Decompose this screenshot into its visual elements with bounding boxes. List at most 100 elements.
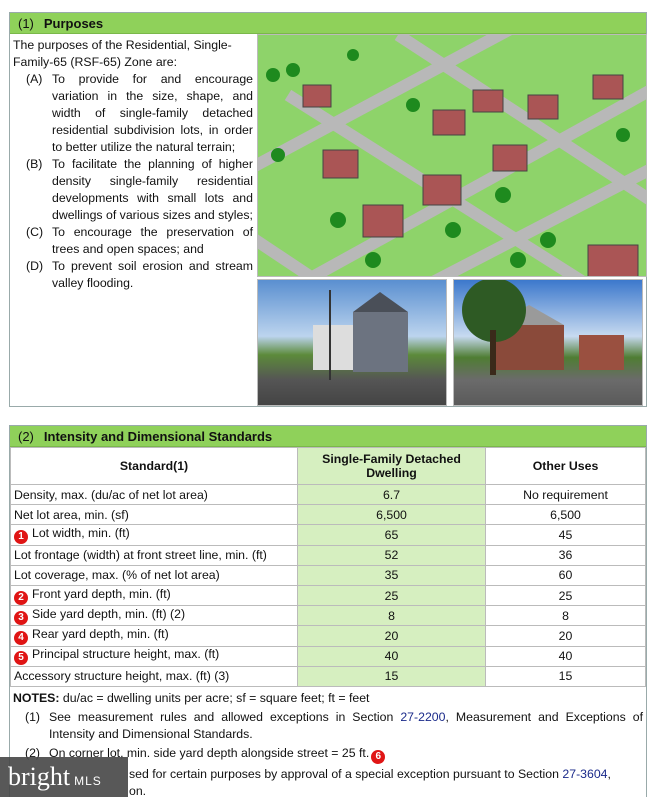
table-row: Net lot area, min. (sf) 6,500 6,500 bbox=[10, 504, 646, 526]
section-number: (1) bbox=[18, 16, 34, 31]
item-text: To prevent soil erosion and stream valle… bbox=[52, 259, 253, 290]
notes: NOTES: du/ac = dwelling units per acre; … bbox=[10, 687, 646, 803]
number-badge: 4 bbox=[14, 630, 28, 645]
table-row: Lot coverage, max. (% of net lot area) 35… bbox=[10, 564, 646, 586]
single-family-value: 6,500 bbox=[297, 504, 486, 526]
purposes-intro: The purposes of the Residential, Single-… bbox=[13, 38, 232, 69]
standard-label: Lot coverage, max. (% of net lot area) bbox=[14, 568, 220, 583]
number-badge: 2 bbox=[14, 590, 28, 605]
section-title: Intensity and Dimensional Standards bbox=[43, 429, 273, 444]
single-family-value: 35 bbox=[297, 564, 486, 586]
watermark-suffix: MLS bbox=[74, 774, 102, 788]
standard-label: Accessory structure height, max. (ft) (3… bbox=[14, 669, 230, 684]
note-2: (2) On corner lot, min. side yard depth a… bbox=[13, 745, 643, 764]
other-uses-value: 6,500 bbox=[485, 504, 646, 526]
standard-cell: 3 Side yard depth, min. (ft) (2) bbox=[10, 605, 298, 627]
standard-cell: 4 Rear yard depth, min. (ft) bbox=[10, 625, 298, 647]
standard-cell: Net lot area, min. (sf) bbox=[10, 504, 298, 526]
purpose-item: (B) To facilitate the planning of higher … bbox=[13, 156, 253, 224]
other-uses-value: No requirement bbox=[485, 483, 646, 506]
note-text: See measurement rules and allowed except… bbox=[49, 709, 401, 724]
purposes-header: (1) Purposes bbox=[10, 13, 646, 34]
item-text: To encourage the preservation of trees a… bbox=[52, 225, 253, 256]
table-row: 5 Principal structure height, max. (ft) 40… bbox=[10, 645, 646, 667]
purposes-section: (1) Purposes The purposes of the Resident… bbox=[9, 12, 647, 407]
other-uses-value: 15 bbox=[485, 665, 646, 687]
single-family-value: 52 bbox=[297, 544, 486, 566]
note-text: On corner lot, min. side yard depth alon… bbox=[49, 745, 370, 760]
other-uses-value: 36 bbox=[485, 544, 646, 566]
number-badge: 1 bbox=[14, 529, 28, 544]
standard-cell: Accessory structure height, max. (ft) (3… bbox=[10, 665, 298, 687]
table-row: 1 Lot width, min. (ft) 65 45 bbox=[10, 524, 646, 546]
single-family-value: 25 bbox=[297, 584, 486, 607]
standard-cell: Density, max. (du/ac of net lot area) bbox=[10, 483, 298, 506]
table-row: Density, max. (du/ac of net lot area) 6.7… bbox=[10, 483, 646, 506]
table-row: Accessory structure height, max. (ft) (3… bbox=[10, 665, 646, 687]
watermark-brand: bright bbox=[8, 762, 71, 791]
standard-cell: Lot coverage, max. (% of net lot area) bbox=[10, 564, 298, 586]
column-header-other-uses: Other Uses bbox=[485, 447, 646, 485]
purposes-text: The purposes of the Residential, Single-… bbox=[13, 37, 253, 292]
standards-header: (2) Intensity and Dimensional Standards bbox=[10, 426, 646, 447]
other-uses-value: 20 bbox=[485, 625, 646, 647]
standards-section: (2) Intensity and Dimensional Standards S… bbox=[9, 425, 647, 798]
table-row: 4 Rear yard depth, min. (ft) 20 20 bbox=[10, 625, 646, 647]
street-photo-left bbox=[257, 279, 447, 406]
single-family-value: 6.7 bbox=[297, 483, 486, 506]
table-row: Lot frontage (width) at front street lin… bbox=[10, 544, 646, 566]
standard-cell: 1 Lot width, min. (ft) bbox=[10, 524, 298, 546]
note-text: sed for certain purposes by approval of … bbox=[129, 766, 563, 781]
note-text: on. bbox=[129, 783, 147, 798]
other-uses-value: 8 bbox=[485, 605, 646, 627]
single-family-value: 65 bbox=[297, 524, 486, 546]
standard-label: Front yard depth, min. (ft) bbox=[32, 586, 171, 601]
item-letter: (D) bbox=[26, 259, 44, 273]
street-photo-right bbox=[453, 279, 643, 406]
purpose-item: (A) To provide for and encourage variatio… bbox=[13, 71, 253, 156]
purpose-item: (D) To prevent soil erosion and stream va… bbox=[13, 258, 253, 292]
standard-label: Side yard depth, min. (ft) (2) bbox=[32, 606, 186, 621]
standard-label: Lot width, min. (ft) bbox=[32, 525, 130, 540]
item-text: To facilitate the planning of higher den… bbox=[52, 157, 253, 222]
item-letter: (A) bbox=[26, 72, 43, 86]
other-uses-value: 25 bbox=[485, 584, 646, 607]
standard-label: Density, max. (du/ac of net lot area) bbox=[14, 487, 208, 502]
item-letter: (B) bbox=[26, 157, 43, 171]
other-uses-value: 60 bbox=[485, 564, 646, 586]
note-number: (1) bbox=[25, 709, 41, 724]
single-family-value: 20 bbox=[297, 625, 486, 647]
note-1: (1) See measurement rules and allowed exc… bbox=[13, 709, 643, 743]
standard-label: Rear yard depth, min. (ft) bbox=[32, 626, 169, 641]
note-3: sed for certain purposes by approval of … bbox=[13, 766, 643, 800]
standard-cell: 2 Front yard depth, min. (ft) bbox=[10, 584, 298, 607]
notes-label: NOTES: bbox=[13, 690, 60, 705]
standard-cell: 5 Principal structure height, max. (ft) bbox=[10, 645, 298, 667]
bright-mls-watermark: bright MLS bbox=[0, 757, 128, 797]
standard-label: Lot frontage (width) at front street lin… bbox=[14, 548, 267, 563]
section-number: (2) bbox=[18, 429, 34, 444]
purpose-item: (C) To encourage the preservation of tree… bbox=[13, 224, 253, 258]
section-title: Purposes bbox=[43, 16, 104, 31]
column-header-standard: Standard(1) bbox=[10, 447, 298, 485]
number-badge: 3 bbox=[14, 610, 28, 625]
number-badge: 5 bbox=[14, 651, 28, 666]
table-row: 3 Side yard depth, min. (ft) (2) 8 8 bbox=[10, 605, 646, 627]
note-number: (2) bbox=[25, 745, 41, 760]
section-link-27-3604[interactable]: 27-3604 bbox=[562, 766, 608, 781]
item-text: To provide for and encourage variation i… bbox=[52, 72, 253, 154]
other-uses-value: 45 bbox=[485, 524, 646, 546]
note-text: , Measurement and Exceptions of Intensit… bbox=[49, 709, 643, 741]
section-link-27-2200[interactable]: 27-2200 bbox=[400, 709, 446, 724]
table-row: 2 Front yard depth, min. (ft) 25 25 bbox=[10, 584, 646, 607]
standard-cell: Lot frontage (width) at front street lin… bbox=[10, 544, 298, 566]
notes-abbrev: du/ac = dwelling units per acre; sf = sq… bbox=[62, 690, 370, 705]
other-uses-value: 40 bbox=[485, 645, 646, 667]
number-badge: 6 bbox=[371, 749, 386, 764]
standard-label: Net lot area, min. (sf) bbox=[14, 507, 129, 522]
standards-table: Standard(1) Single-Family Detached Dwell… bbox=[10, 447, 646, 687]
single-family-value: 40 bbox=[297, 645, 486, 667]
note-text: , bbox=[607, 766, 611, 781]
aerial-rendering-image bbox=[257, 34, 647, 277]
single-family-value: 8 bbox=[297, 605, 486, 627]
